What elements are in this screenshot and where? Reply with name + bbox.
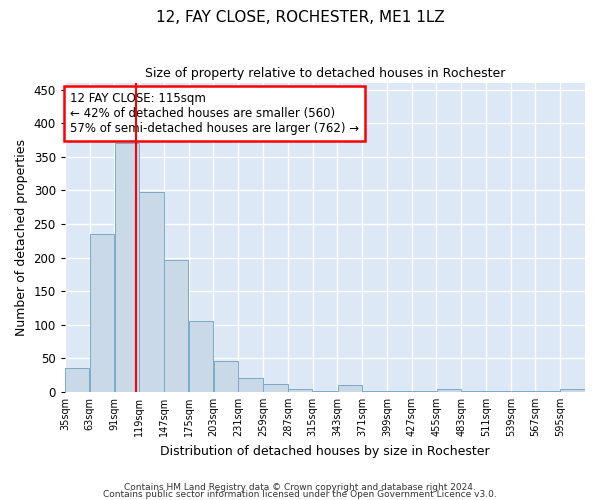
Bar [288,388,313,392]
Text: 12, FAY CLOSE, ROCHESTER, ME1 1LZ: 12, FAY CLOSE, ROCHESTER, ME1 1LZ [155,10,445,25]
Bar [164,260,188,392]
Bar [313,390,337,392]
Text: 12 FAY CLOSE: 115sqm
← 42% of detached houses are smaller (560)
57% of semi-deta: 12 FAY CLOSE: 115sqm ← 42% of detached h… [70,92,359,136]
Bar [189,322,213,392]
Bar [139,192,164,392]
Bar [338,385,362,392]
Bar [560,389,585,392]
Bar [214,361,238,392]
Text: Contains public sector information licensed under the Open Government Licence v3: Contains public sector information licen… [103,490,497,499]
Y-axis label: Number of detached properties: Number of detached properties [15,139,28,336]
Bar [90,234,114,392]
Bar [65,368,89,392]
Bar [238,378,263,392]
Title: Size of property relative to detached houses in Rochester: Size of property relative to detached ho… [145,68,505,80]
Bar [263,384,287,392]
Bar [115,144,139,392]
Bar [437,389,461,392]
Text: Contains HM Land Registry data © Crown copyright and database right 2024.: Contains HM Land Registry data © Crown c… [124,484,476,492]
X-axis label: Distribution of detached houses by size in Rochester: Distribution of detached houses by size … [160,444,490,458]
Bar [362,390,386,392]
